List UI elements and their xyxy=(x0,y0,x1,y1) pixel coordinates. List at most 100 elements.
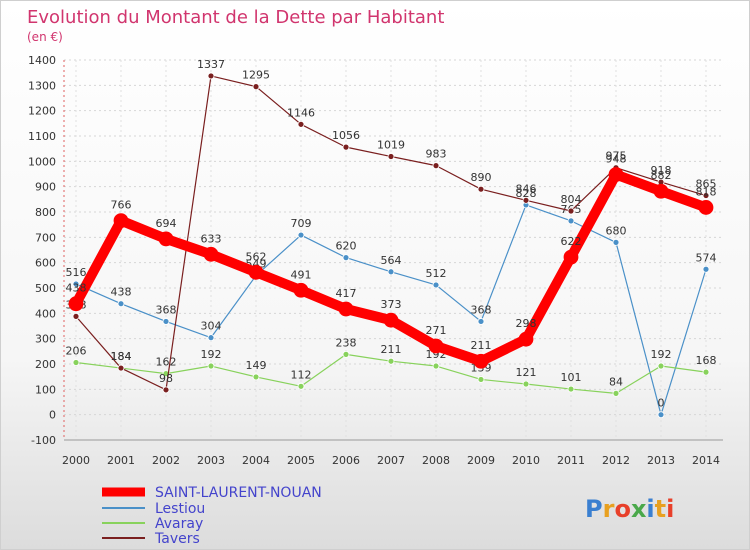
data-label-avaray: 112 xyxy=(291,368,312,381)
y-tick-label: 1200 xyxy=(28,105,56,118)
data-label-tavers: 1019 xyxy=(377,139,405,152)
x-tick-label: 2008 xyxy=(422,454,450,467)
data-point-avaray xyxy=(252,373,260,381)
data-point-avaray xyxy=(522,380,530,388)
x-tick-label: 2002 xyxy=(152,454,180,467)
data-label-tavers: 98 xyxy=(159,372,173,385)
data-point-avaray xyxy=(72,359,80,366)
data-point-tavers xyxy=(72,312,80,320)
data-label-lestiou: 620 xyxy=(336,240,357,253)
data-point-saint-laurent-nouan xyxy=(68,296,84,312)
data-point-saint-laurent-nouan xyxy=(203,246,219,262)
data-point-tavers xyxy=(387,153,395,160)
data-point-lestiou xyxy=(162,318,170,325)
data-label-avaray: 192 xyxy=(201,348,222,361)
y-tick-label: 100 xyxy=(35,383,56,396)
data-point-avaray xyxy=(657,362,665,370)
data-point-tavers xyxy=(252,83,260,90)
data-point-lestiou xyxy=(477,318,485,325)
data-point-saint-laurent-nouan xyxy=(338,301,354,317)
data-point-tavers xyxy=(432,162,440,170)
x-tick-label: 2011 xyxy=(557,454,585,467)
data-point-avaray xyxy=(207,362,215,370)
data-point-saint-laurent-nouan xyxy=(293,282,309,298)
y-tick-label: 1300 xyxy=(28,79,56,92)
data-point-saint-laurent-nouan xyxy=(158,231,174,247)
data-point-saint-laurent-nouan xyxy=(113,213,129,229)
data-label-saint-laurent-nouan: 694 xyxy=(156,217,177,230)
data-label-avaray: 121 xyxy=(516,366,537,379)
data-label-saint-laurent-nouan: 298 xyxy=(516,317,537,330)
data-point-lestiou xyxy=(387,268,395,276)
x-tick-label: 2007 xyxy=(377,454,405,467)
x-tick-label: 2001 xyxy=(107,454,135,467)
data-label-tavers: 975 xyxy=(606,150,627,163)
legend-label-lestiou: Lestiou xyxy=(155,501,205,517)
data-label-tavers: 804 xyxy=(561,193,582,206)
x-tick-label: 2000 xyxy=(62,454,90,467)
data-point-tavers xyxy=(342,143,350,151)
data-label-lestiou: 438 xyxy=(111,286,132,299)
y-tick-label: 1100 xyxy=(28,130,56,143)
data-label-tavers: 865 xyxy=(696,178,717,191)
data-label-lestiou: 368 xyxy=(471,303,492,316)
data-point-tavers xyxy=(162,386,170,394)
data-point-avaray xyxy=(432,362,440,370)
data-point-avaray xyxy=(387,357,395,365)
data-label-avaray: 149 xyxy=(246,359,267,372)
data-point-avaray xyxy=(477,376,485,383)
data-label-lestiou: 828 xyxy=(516,187,537,200)
data-point-saint-laurent-nouan xyxy=(473,353,489,369)
data-label-saint-laurent-nouan: 211 xyxy=(471,339,492,352)
data-point-lestiou xyxy=(567,217,575,225)
data-label-saint-laurent-nouan: 417 xyxy=(336,287,357,300)
y-tick-label: 700 xyxy=(35,231,56,244)
data-point-saint-laurent-nouan xyxy=(698,200,714,215)
legend-label-avaray: Avaray xyxy=(155,516,203,532)
data-point-tavers xyxy=(702,192,710,199)
data-label-lestiou: 680 xyxy=(606,224,627,237)
data-label-tavers: 1146 xyxy=(287,106,315,119)
x-tick-label: 2012 xyxy=(602,454,630,467)
data-label-tavers: 890 xyxy=(471,171,492,184)
data-label-saint-laurent-nouan: 633 xyxy=(201,232,222,245)
y-tick-label: -100 xyxy=(31,434,56,447)
data-point-tavers xyxy=(567,207,575,215)
data-point-saint-laurent-nouan xyxy=(428,338,444,354)
data-label-saint-laurent-nouan: 438 xyxy=(66,282,87,295)
data-label-lestiou: 512 xyxy=(426,267,447,280)
y-tick-label: 0 xyxy=(49,409,56,422)
data-label-saint-laurent-nouan: 766 xyxy=(111,199,132,212)
y-tick-label: 200 xyxy=(35,358,56,371)
data-label-avaray: 101 xyxy=(561,371,582,384)
y-tick-label: 600 xyxy=(35,257,56,270)
data-point-tavers xyxy=(477,185,485,193)
data-point-lestiou xyxy=(207,334,215,342)
legend-label-tavers: Tavers xyxy=(154,531,200,547)
data-label-saint-laurent-nouan: 882 xyxy=(651,169,672,182)
data-label-saint-laurent-nouan: 373 xyxy=(381,298,402,311)
data-point-tavers xyxy=(522,196,530,204)
data-point-lestiou xyxy=(657,411,665,419)
data-label-lestiou: 368 xyxy=(156,303,177,316)
data-label-tavers: 983 xyxy=(426,148,447,161)
data-label-saint-laurent-nouan: 491 xyxy=(291,268,312,281)
data-label-avaray: 184 xyxy=(111,350,132,363)
data-point-avaray xyxy=(612,389,620,397)
data-point-tavers xyxy=(207,72,215,80)
data-point-avaray xyxy=(567,385,575,393)
data-point-saint-laurent-nouan xyxy=(653,183,669,199)
data-point-avaray xyxy=(297,382,305,390)
data-label-avaray: 162 xyxy=(156,356,177,369)
data-label-tavers: 918 xyxy=(651,164,672,177)
data-label-lestiou: 709 xyxy=(291,217,312,230)
x-tick-label: 2003 xyxy=(197,454,225,467)
data-label-tavers: 1337 xyxy=(197,58,225,71)
data-label-saint-laurent-nouan: 562 xyxy=(246,250,267,263)
chart-title: Evolution du Montant de la Dette par Hab… xyxy=(27,7,444,28)
x-tick-label: 2013 xyxy=(647,454,675,467)
data-point-avaray xyxy=(342,350,350,358)
data-label-lestiou: 304 xyxy=(201,320,222,333)
data-point-saint-laurent-nouan xyxy=(518,331,534,347)
